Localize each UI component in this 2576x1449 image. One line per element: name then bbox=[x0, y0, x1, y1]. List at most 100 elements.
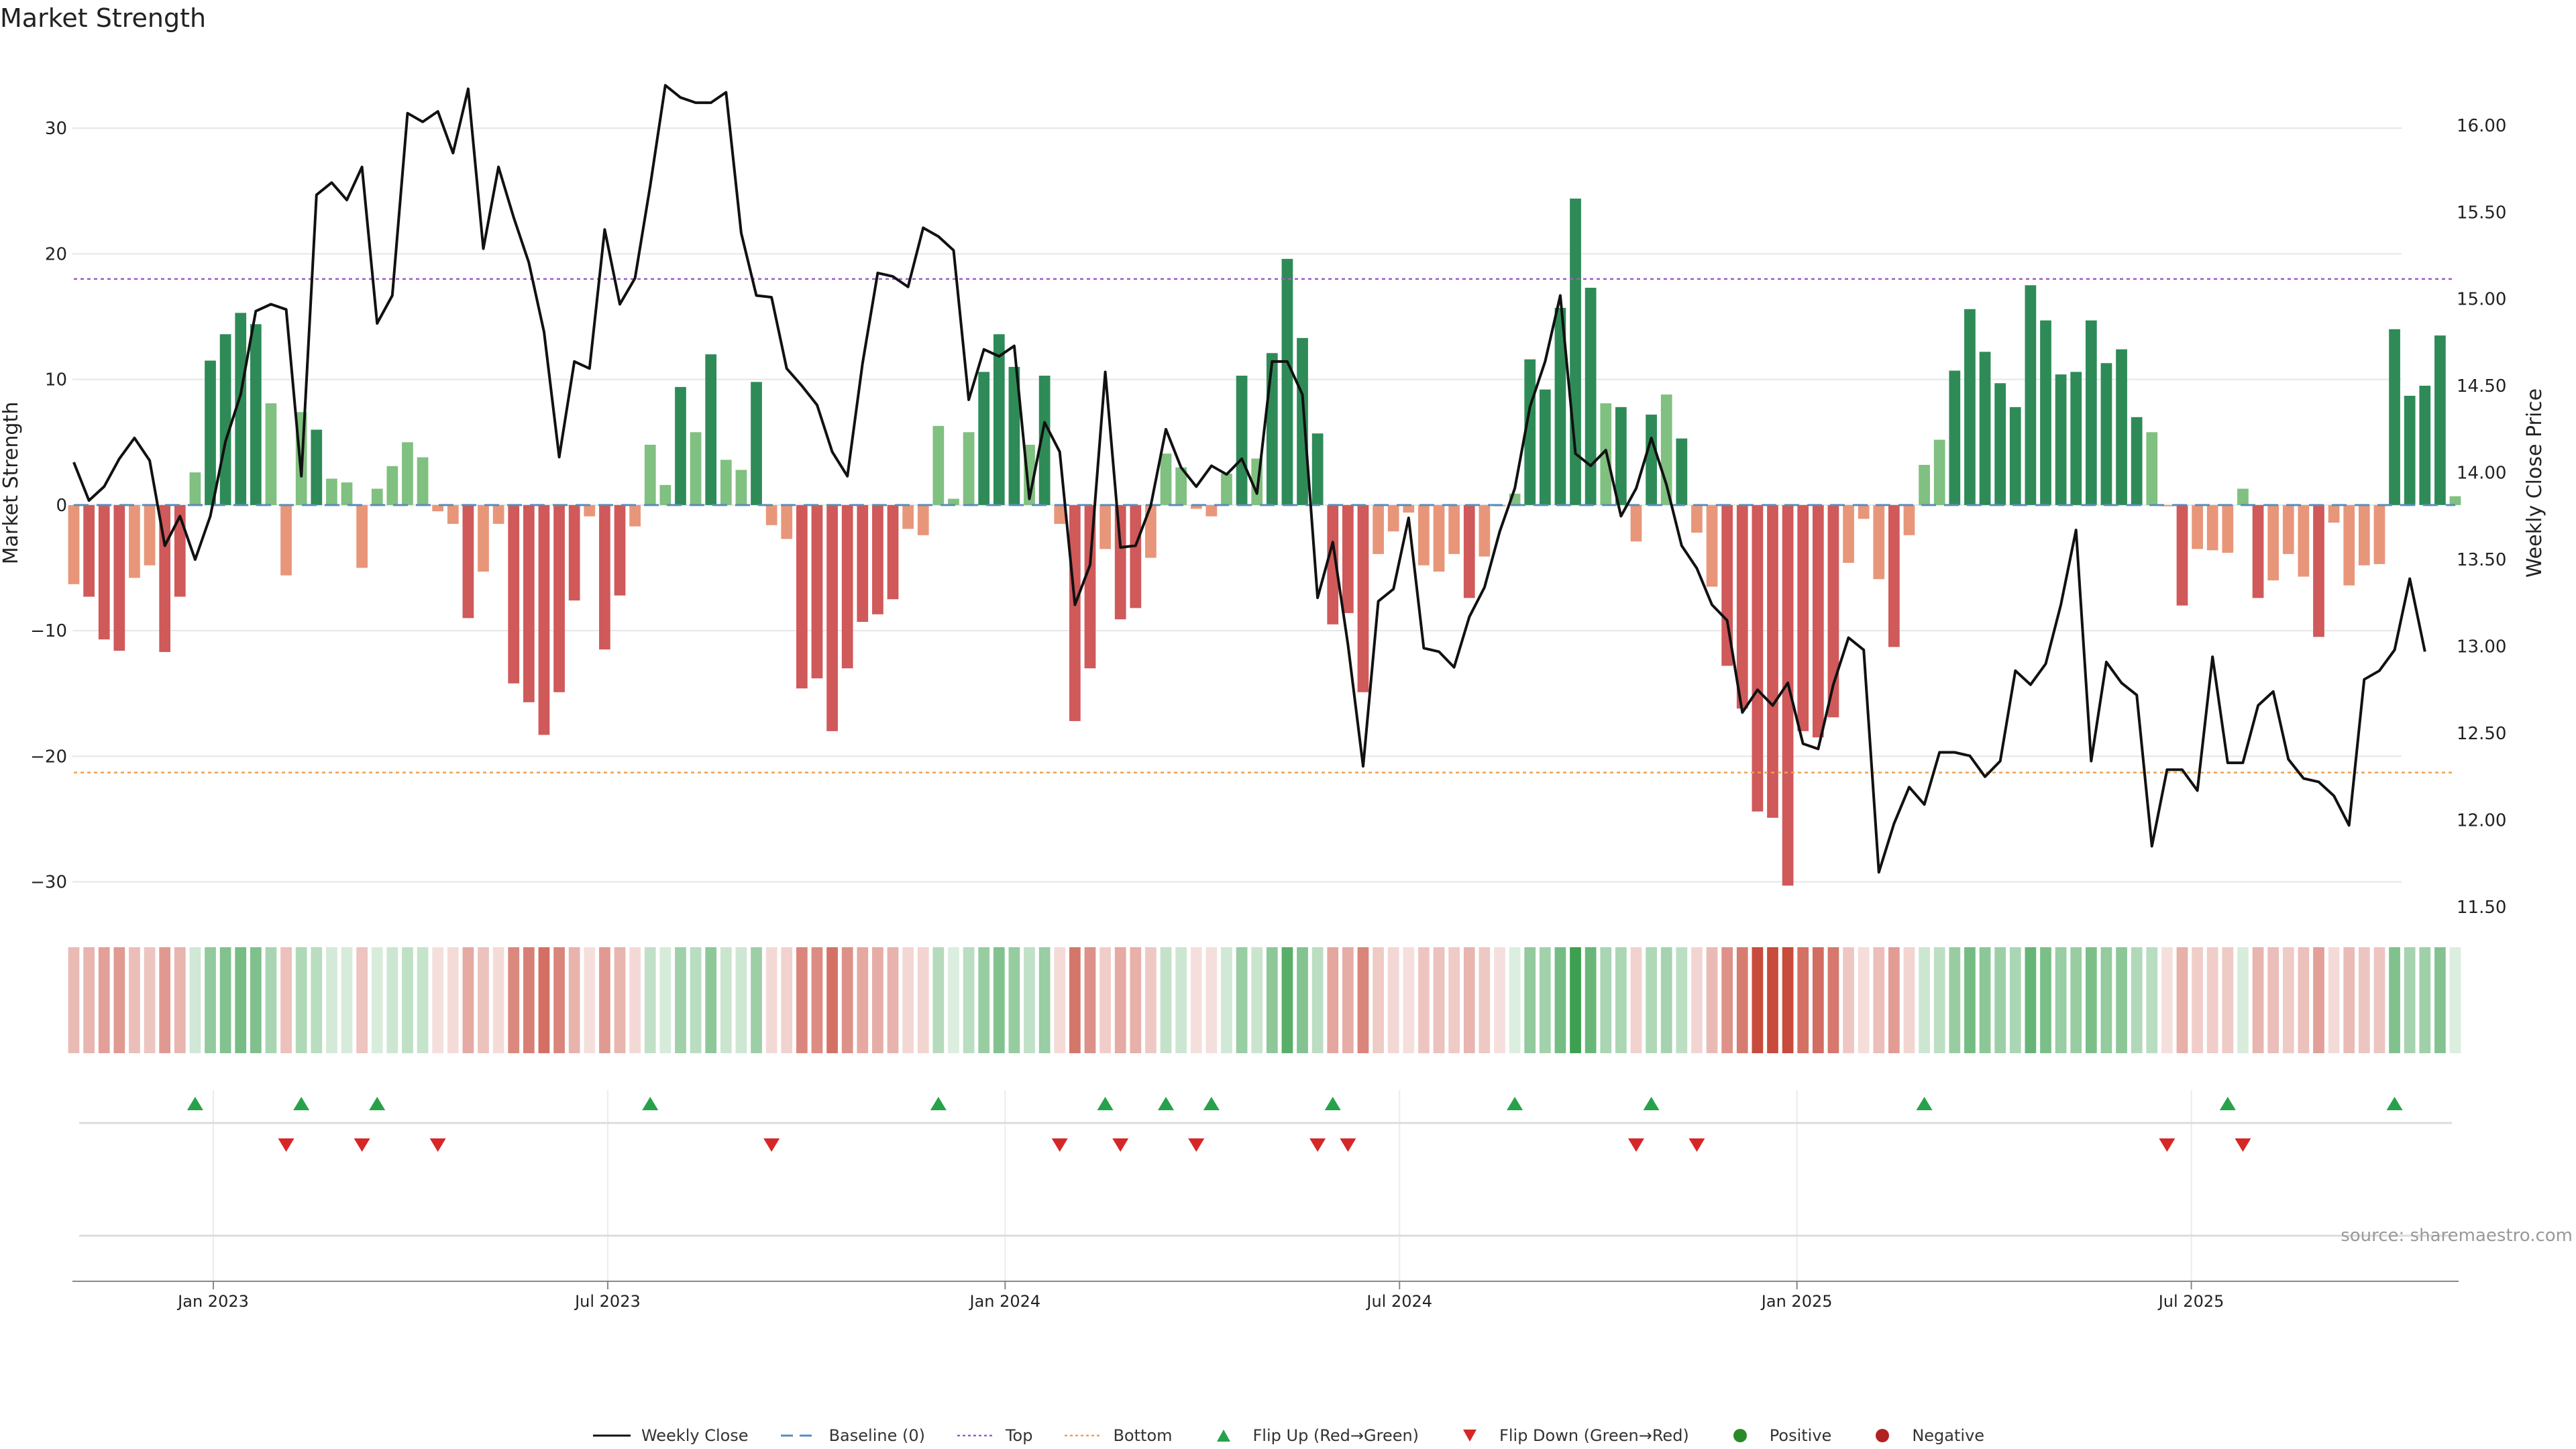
heat-strip-cell bbox=[1752, 947, 1764, 1053]
heat-strip-cell bbox=[1266, 947, 1278, 1053]
heat-strip-cell bbox=[1114, 947, 1126, 1053]
flip-down-marker bbox=[1627, 1138, 1644, 1152]
strength-bar bbox=[932, 425, 945, 505]
heat-strip-cell bbox=[2373, 947, 2385, 1053]
legend-flip-down-symbol bbox=[1463, 1430, 1477, 1442]
strength-bar bbox=[68, 504, 80, 584]
strength-bar bbox=[811, 504, 823, 679]
strength-bar bbox=[705, 354, 717, 505]
heat-strip-cell bbox=[1903, 947, 1915, 1053]
flip-up-marker bbox=[2219, 1097, 2236, 1110]
strength-bar bbox=[735, 470, 747, 505]
heat-strip-cell bbox=[1660, 947, 1672, 1053]
strength-bar bbox=[948, 498, 959, 505]
heat-strip-cell bbox=[1888, 947, 1900, 1053]
heat-strip-cell bbox=[1949, 947, 1961, 1053]
y-tick-label-right: 11.50 bbox=[2457, 898, 2506, 918]
heat-strip-cell bbox=[2267, 947, 2279, 1053]
heat-strip-cell bbox=[963, 947, 975, 1053]
strength-bar bbox=[2025, 285, 2037, 505]
strength-bar bbox=[2282, 504, 2294, 554]
strength-bar bbox=[2192, 504, 2203, 549]
heat-strip-cell bbox=[1691, 947, 1703, 1053]
heat-strip-cell bbox=[1979, 947, 1991, 1053]
strength-bar bbox=[568, 504, 580, 601]
strength-bar bbox=[1463, 504, 1475, 598]
strength-bar bbox=[2389, 329, 2400, 505]
x-tick-label: Jan 2025 bbox=[1760, 1292, 1833, 1311]
heat-strip-cell bbox=[1373, 947, 1384, 1053]
strength-bar bbox=[205, 360, 216, 505]
legend-top-symbol bbox=[957, 1434, 995, 1437]
flip-down-marker bbox=[1340, 1138, 1356, 1152]
heat-strip-cell bbox=[1994, 947, 2006, 1053]
heat-strip-cell bbox=[2222, 947, 2234, 1053]
strength-bar bbox=[538, 504, 550, 735]
strength-bar bbox=[1615, 407, 1627, 505]
heat-strip-cell bbox=[1646, 947, 1657, 1053]
x-tick-label: Jan 2023 bbox=[176, 1292, 249, 1311]
heat-strip-cell bbox=[1782, 947, 1794, 1053]
legend-top: Top bbox=[956, 1426, 1032, 1445]
strength-bar bbox=[1175, 467, 1187, 505]
heat-strip-cell bbox=[2419, 947, 2431, 1053]
heat-strip-cell bbox=[1327, 947, 1339, 1053]
y-axis-label-left: Market Strength bbox=[0, 402, 23, 564]
heat-strip-cell bbox=[2085, 947, 2097, 1053]
heat-strip-cell bbox=[811, 947, 823, 1053]
heat-strip-cell bbox=[993, 947, 1005, 1053]
strength-bar bbox=[1418, 504, 1430, 566]
flip-up-marker bbox=[930, 1097, 947, 1110]
heat-strip-cell bbox=[1570, 947, 1581, 1053]
strength-bar bbox=[2358, 504, 2370, 566]
strength-bar bbox=[1949, 370, 1961, 505]
heat-strip-cell bbox=[523, 947, 535, 1053]
heat-strip-cell bbox=[1387, 947, 1399, 1053]
strength-bar bbox=[2419, 385, 2431, 505]
strength-bar bbox=[796, 504, 808, 689]
heat-strip-cell bbox=[1145, 947, 1157, 1053]
heat-strip-cell bbox=[1099, 947, 1111, 1053]
strength-bar bbox=[1858, 504, 1870, 519]
y-tick-label-right: 13.50 bbox=[2457, 550, 2506, 570]
strength-bar bbox=[432, 504, 444, 512]
heat-strip-cell bbox=[1797, 947, 1809, 1053]
x-tick-label: Jul 2023 bbox=[574, 1292, 641, 1311]
legend-bottom: Bottom bbox=[1063, 1426, 1173, 1445]
x-tick-label: Jul 2024 bbox=[1365, 1292, 1432, 1311]
strength-bar bbox=[1221, 474, 1232, 505]
y-tick-label-left: 20 bbox=[45, 244, 67, 264]
strength-bar bbox=[235, 313, 247, 505]
strength-bar bbox=[1979, 352, 1991, 505]
flip-down-marker bbox=[1051, 1138, 1068, 1152]
legend: Weekly Close Baseline (0) Top Bottom Flip Up… bbox=[0, 1422, 2576, 1449]
strength-bar bbox=[751, 382, 762, 505]
heat-strip-cell bbox=[1600, 947, 1612, 1053]
heat-strip-cell bbox=[538, 947, 550, 1053]
legend-flip-down-label: Flip Down (Green→Red) bbox=[1499, 1426, 1689, 1445]
heat-strip-cell bbox=[1843, 947, 1854, 1053]
strength-bar bbox=[250, 324, 262, 505]
strength-bar bbox=[144, 504, 156, 566]
strength-bar bbox=[978, 372, 990, 505]
strength-bar bbox=[447, 504, 459, 524]
legend-weekly-close: Weekly Close bbox=[592, 1426, 749, 1445]
heat-strip-cell bbox=[2009, 947, 2021, 1053]
strength-bar bbox=[629, 504, 641, 527]
y-tick-label-right: 13.00 bbox=[2457, 637, 2506, 657]
heat-strip-cell bbox=[1509, 947, 1521, 1053]
heat-strip-cell bbox=[2343, 947, 2355, 1053]
heat-strip-cell bbox=[1433, 947, 1445, 1053]
y-tick-label-right: 15.50 bbox=[2457, 203, 2506, 223]
strength-bar bbox=[1099, 504, 1111, 549]
legend-positive: Positive bbox=[1720, 1426, 1831, 1445]
strength-bar bbox=[917, 504, 929, 535]
strength-bar bbox=[1706, 504, 1718, 587]
legend-flip-down: Flip Down (Green→Red) bbox=[1450, 1426, 1689, 1445]
flip-up-marker bbox=[186, 1097, 203, 1110]
heat-strip-cell bbox=[2055, 947, 2067, 1053]
heat-strip-cell bbox=[2025, 947, 2037, 1053]
heat-strip-cell bbox=[144, 947, 156, 1053]
strength-bar bbox=[2176, 504, 2188, 606]
heat-strip-cell bbox=[1205, 947, 1218, 1053]
